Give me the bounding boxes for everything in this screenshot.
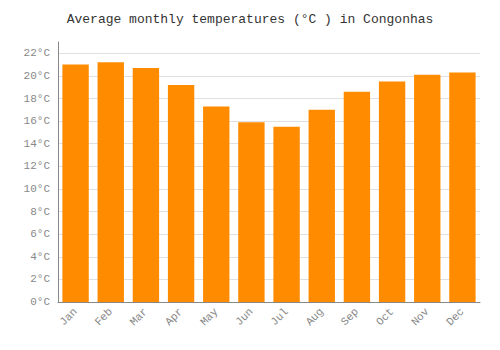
svg-text:22°C: 22°C (24, 47, 51, 59)
svg-text:Apr: Apr (163, 306, 185, 328)
svg-text:0°C: 0°C (30, 296, 50, 308)
svg-text:8°C: 8°C (30, 206, 50, 218)
svg-text:12°C: 12°C (24, 160, 51, 172)
svg-text:14°C: 14°C (24, 138, 51, 150)
svg-text:4°C: 4°C (30, 251, 50, 263)
svg-text:Mar: Mar (128, 306, 150, 328)
svg-text:2°C: 2°C (30, 273, 50, 285)
svg-text:6°C: 6°C (30, 228, 50, 240)
svg-text:20°C: 20°C (24, 70, 51, 82)
svg-text:10°C: 10°C (24, 183, 51, 195)
svg-text:Jul: Jul (268, 306, 290, 328)
svg-text:Feb: Feb (93, 306, 115, 328)
svg-text:Oct: Oct (374, 306, 396, 328)
svg-text:Sep: Sep (339, 306, 361, 328)
svg-text:Dec: Dec (444, 306, 466, 328)
svg-text:May: May (198, 305, 221, 328)
svg-text:16°C: 16°C (24, 115, 51, 127)
svg-text:Nov: Nov (409, 305, 432, 328)
svg-text:18°C: 18°C (24, 93, 51, 105)
svg-text:Jun: Jun (233, 306, 255, 328)
svg-text:Jan: Jan (57, 306, 79, 328)
svg-text:Aug: Aug (304, 306, 326, 328)
svg-text:Average monthly temperatures (: Average monthly temperatures (°C ) in Co… (67, 12, 434, 27)
